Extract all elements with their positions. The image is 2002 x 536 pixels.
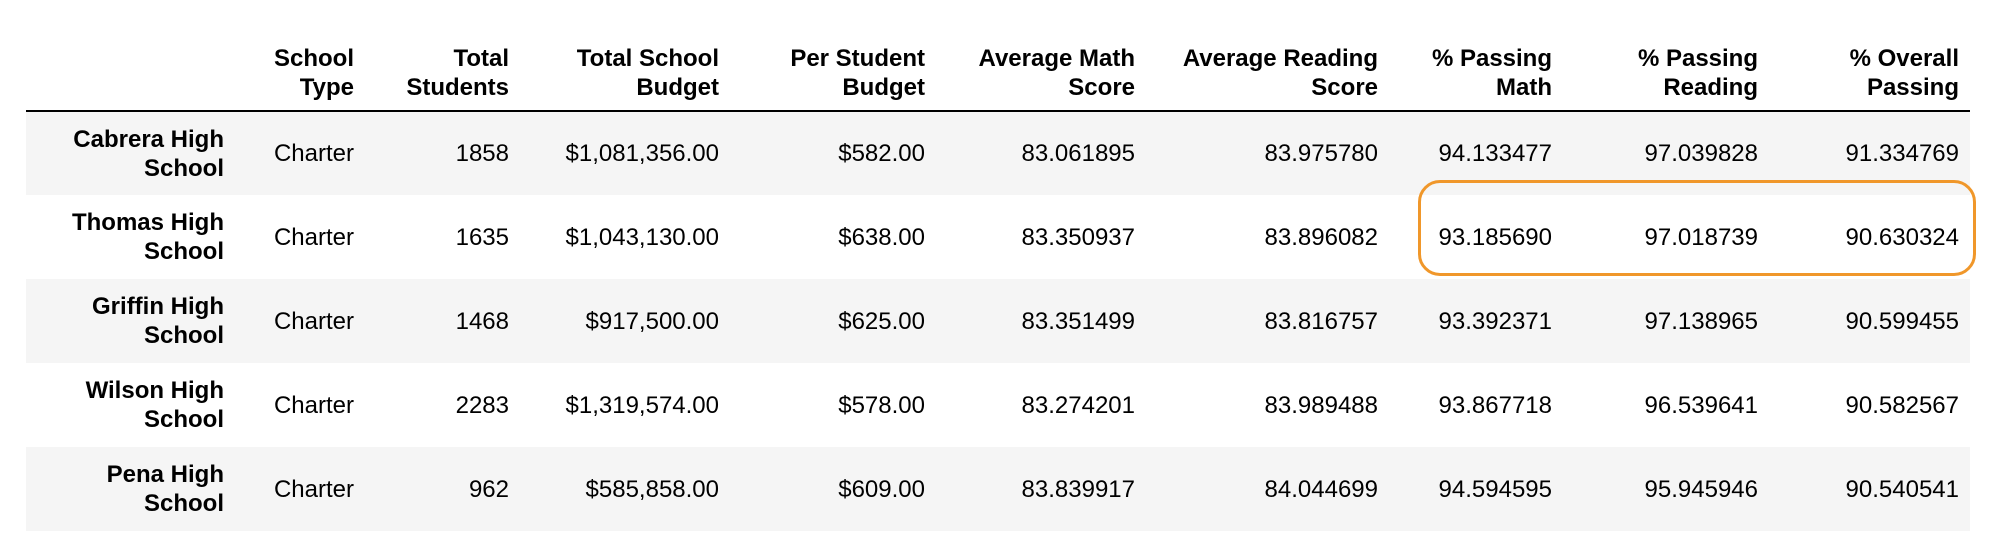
table-row: Cabrera High School Charter 1858 $1,081,… bbox=[26, 111, 1970, 195]
cell-school-type: Charter bbox=[273, 223, 354, 251]
cell-total-students: 2283 bbox=[455, 391, 509, 419]
cell-total-students: 1858 bbox=[455, 140, 509, 167]
cell-passing-math: 93.867718 bbox=[1438, 391, 1552, 419]
cell-overall-passing: 90.599455 bbox=[1845, 307, 1959, 335]
cell-average-math-score: 83.061895 bbox=[1021, 140, 1135, 167]
cell-average-math-score: 83.274201 bbox=[1021, 391, 1135, 419]
cell-per-student-budget: $625.00 bbox=[838, 307, 925, 335]
cell-average-math-score: 83.351499 bbox=[1021, 307, 1135, 335]
cell-per-student-budget: $582.00 bbox=[838, 140, 925, 167]
row-index-school: Thomas High School bbox=[71, 209, 224, 265]
cell-overall-passing: 91.334769 bbox=[1845, 140, 1959, 167]
cell-passing-math: 94.133477 bbox=[1438, 140, 1552, 167]
table-row: Griffin High School Charter 1468 $917,50… bbox=[26, 279, 1970, 363]
cell-average-reading-score: 83.989488 bbox=[1264, 391, 1378, 419]
column-header-total-students: Total Students bbox=[406, 45, 509, 101]
cell-overall-passing: 90.582567 bbox=[1845, 391, 1959, 419]
cell-overall-passing: 90.630324 bbox=[1845, 223, 1959, 251]
row-index-school: Pena High School bbox=[106, 461, 224, 517]
cell-total-students: 1468 bbox=[455, 307, 509, 335]
column-header-per-student-budget: Per Student Budget bbox=[790, 45, 925, 101]
cell-average-math-score: 83.839917 bbox=[1021, 475, 1135, 503]
cell-passing-reading: 95.945946 bbox=[1644, 475, 1758, 503]
header-row: School Type Total Students Total School … bbox=[26, 28, 1970, 111]
cell-school-type: Charter bbox=[273, 391, 354, 419]
cell-passing-math: 93.392371 bbox=[1438, 307, 1552, 335]
cell-total-students: 1635 bbox=[455, 223, 509, 251]
cell-total-school-budget: $1,043,130.00 bbox=[565, 223, 719, 251]
cell-passing-reading: 97.018739 bbox=[1644, 223, 1758, 251]
cell-passing-reading: 97.039828 bbox=[1644, 140, 1758, 167]
column-header-school-type: School Type bbox=[273, 45, 354, 101]
index-header bbox=[26, 28, 235, 111]
cell-average-reading-score: 83.816757 bbox=[1264, 307, 1378, 335]
cell-overall-passing: 90.540541 bbox=[1845, 475, 1959, 503]
column-header-average-math-score: Average Math Score bbox=[978, 45, 1136, 101]
row-index-school: Wilson High School bbox=[85, 377, 224, 433]
cell-average-reading-score: 84.044699 bbox=[1264, 475, 1378, 503]
column-header-average-reading-score: Average Reading Score bbox=[1182, 45, 1378, 101]
column-header-passing-reading: % Passing Reading bbox=[1637, 45, 1758, 101]
row-index-school: Cabrera High School bbox=[73, 125, 224, 182]
cell-average-math-score: 83.350937 bbox=[1021, 223, 1135, 251]
column-header-overall-passing: % Overall Passing bbox=[1849, 45, 1959, 101]
cell-total-school-budget: $585,858.00 bbox=[585, 475, 719, 503]
cell-per-student-budget: $638.00 bbox=[838, 223, 925, 251]
row-index-school: Griffin High School bbox=[92, 293, 224, 349]
cell-per-student-budget: $578.00 bbox=[838, 391, 925, 419]
table-row: Thomas High School Charter 1635 $1,043,1… bbox=[26, 195, 1970, 279]
cell-passing-math: 94.594595 bbox=[1438, 475, 1552, 503]
cell-average-reading-score: 83.896082 bbox=[1264, 223, 1378, 251]
table-row: Wilson High School Charter 2283 $1,319,5… bbox=[26, 363, 1970, 447]
cell-total-students: 962 bbox=[468, 475, 509, 503]
cell-school-type: Charter bbox=[273, 475, 354, 503]
table-row: Pena High School Charter 962 $585,858.00… bbox=[26, 447, 1970, 531]
cell-per-student-budget: $609.00 bbox=[838, 475, 925, 503]
cell-school-type: Charter bbox=[273, 140, 354, 167]
column-header-total-school-budget: Total School Budget bbox=[576, 45, 719, 101]
school-summary-table: School Type Total Students Total School … bbox=[26, 28, 1970, 531]
column-header-passing-math: % Passing Math bbox=[1431, 45, 1552, 101]
cell-total-school-budget: $1,081,356.00 bbox=[565, 140, 719, 167]
cell-average-reading-score: 83.975780 bbox=[1264, 140, 1378, 167]
cell-total-school-budget: $1,319,574.00 bbox=[565, 391, 719, 419]
cell-school-type: Charter bbox=[273, 307, 354, 335]
cell-passing-reading: 97.138965 bbox=[1644, 307, 1758, 335]
cell-passing-reading: 96.539641 bbox=[1644, 391, 1758, 419]
cell-total-school-budget: $917,500.00 bbox=[585, 307, 719, 335]
cell-passing-math: 93.185690 bbox=[1438, 223, 1552, 251]
